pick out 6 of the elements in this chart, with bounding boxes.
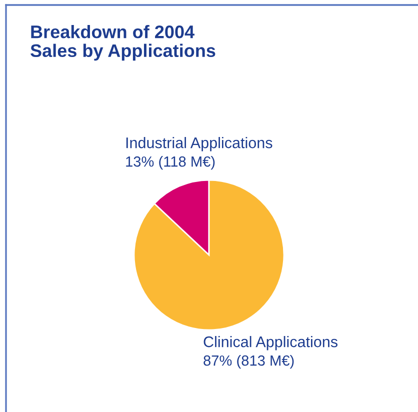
data-label: 87% (813 M€) <box>204 355 294 369</box>
slice-label: Industrial Applications <box>126 137 272 152</box>
chart-title: Breakdown of 2004 Sales by Applications <box>30 25 216 61</box>
data-label: 13% (118 M€) <box>126 156 215 170</box>
pie-slice <box>133 179 285 331</box>
slice-label: Clinical Applications <box>204 336 338 350</box>
